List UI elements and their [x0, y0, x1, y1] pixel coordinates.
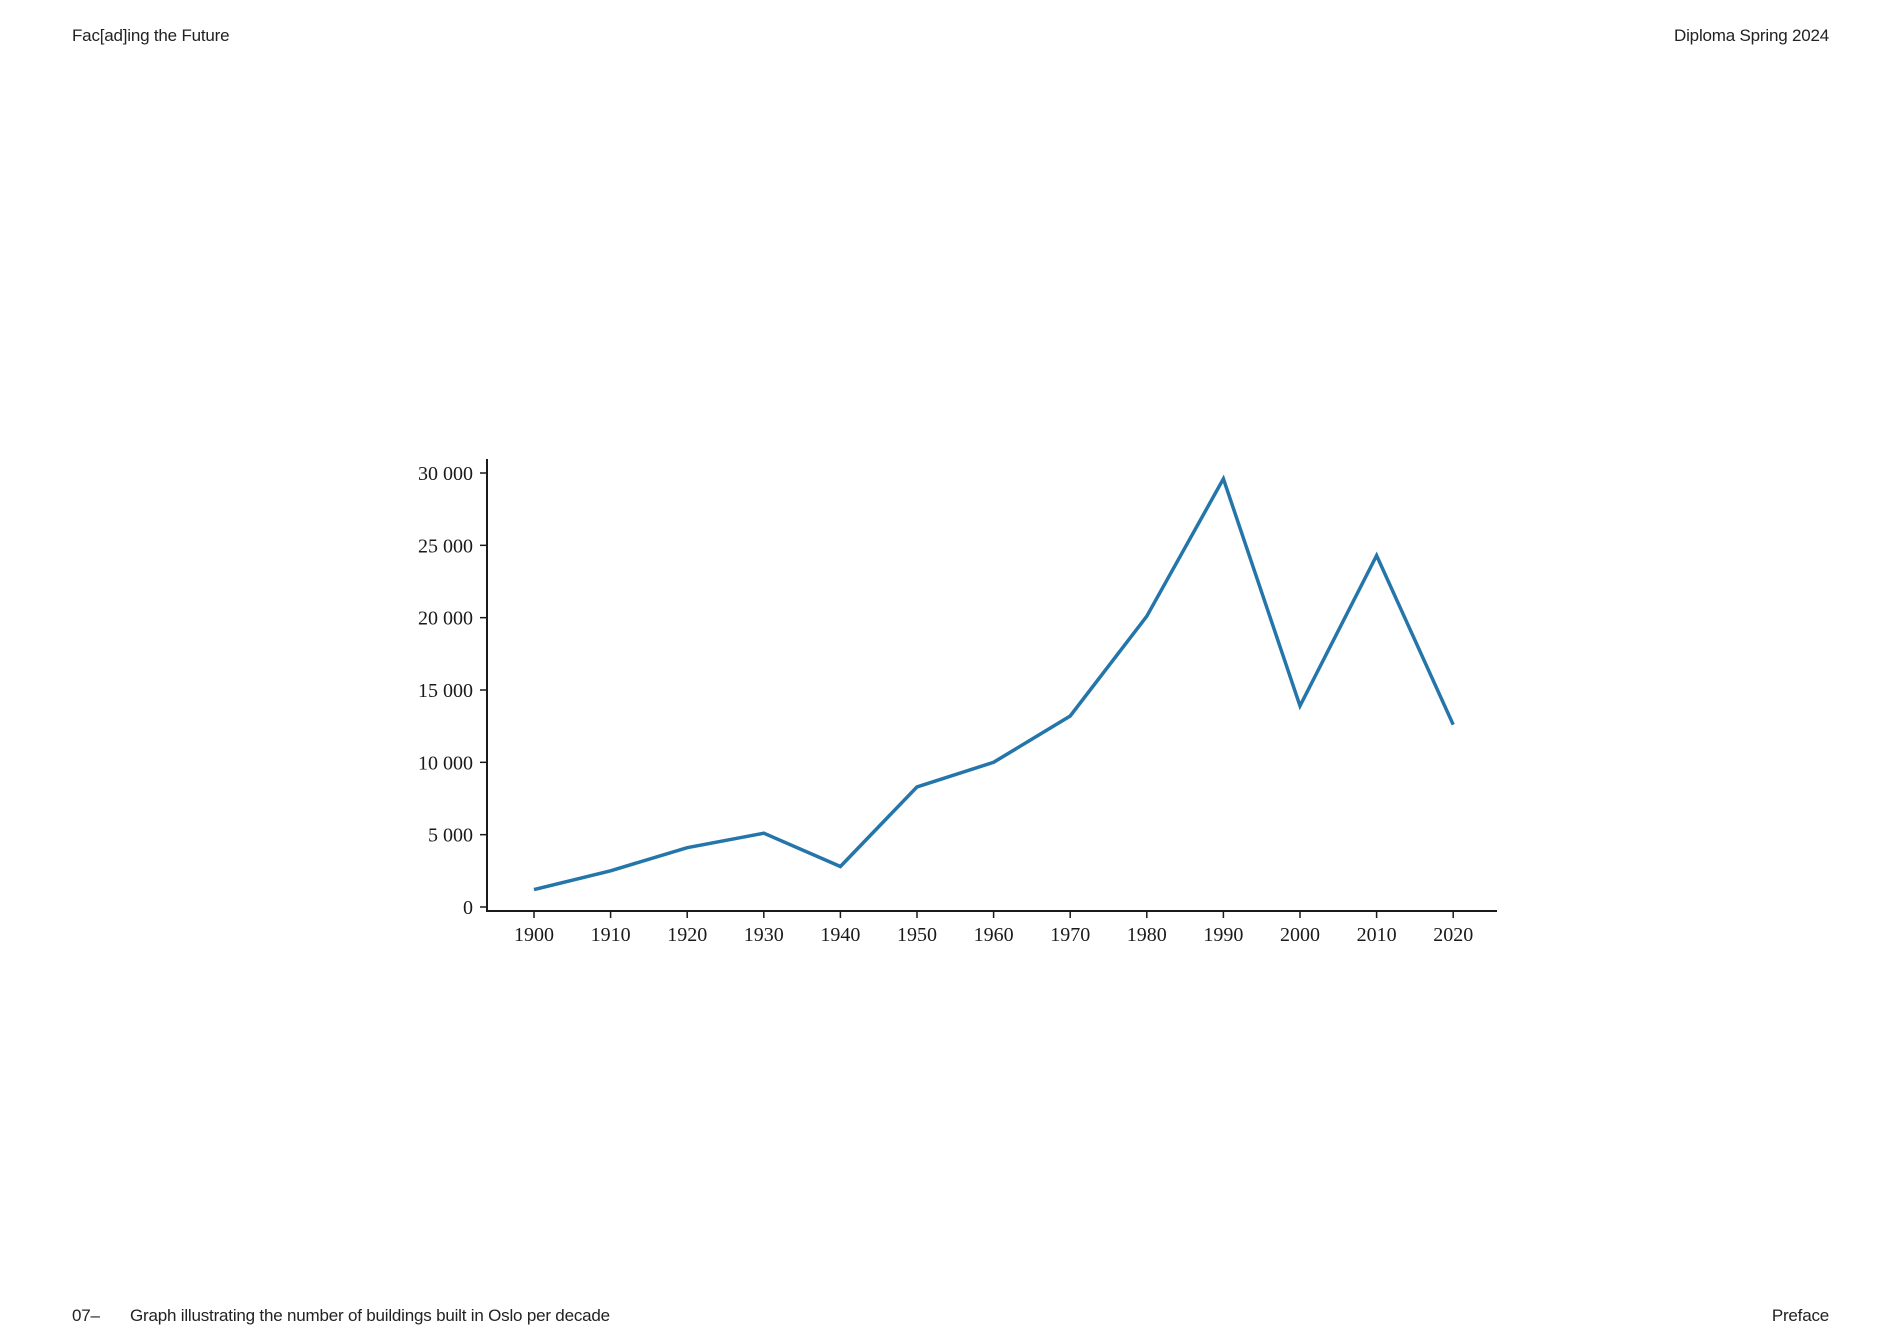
x-tick-label: 1950: [897, 924, 937, 946]
y-tick-label: 30 000: [418, 463, 473, 485]
x-tick-label: 2000: [1280, 924, 1320, 946]
x-tick-label: 1970: [1050, 924, 1090, 946]
series-line: [533, 474, 1455, 892]
x-tick-label: 1960: [974, 924, 1014, 946]
x-tick-label: 1990: [1203, 924, 1243, 946]
y-tick-label: 0: [463, 897, 473, 919]
y-tick-label: 15 000: [418, 680, 473, 702]
y-tick-label: 10 000: [418, 752, 473, 774]
x-tick-label: 1910: [591, 924, 631, 946]
x-tick-label: 2010: [1357, 924, 1397, 946]
y-tick-label: 25 000: [418, 535, 473, 557]
y-tick-label: 5 000: [428, 825, 473, 847]
x-tick-label: 2020: [1433, 924, 1473, 946]
x-tick-label: 1920: [667, 924, 707, 946]
document-subtitle: Diploma Spring 2024: [1674, 26, 1829, 45]
x-tick-label: 1980: [1127, 924, 1167, 946]
figure-caption: Graph illustrating the number of buildin…: [130, 1306, 610, 1325]
section-name: Preface: [1771, 1306, 1829, 1325]
page-number: 07–: [72, 1306, 100, 1325]
x-tick-label: 1940: [820, 924, 860, 946]
y-tick-label: 20 000: [418, 608, 473, 630]
document-title: Fac[ad]ing the Future: [72, 26, 230, 45]
x-tick-label: 1900: [514, 924, 554, 946]
x-tick-label: 1930: [744, 924, 784, 946]
